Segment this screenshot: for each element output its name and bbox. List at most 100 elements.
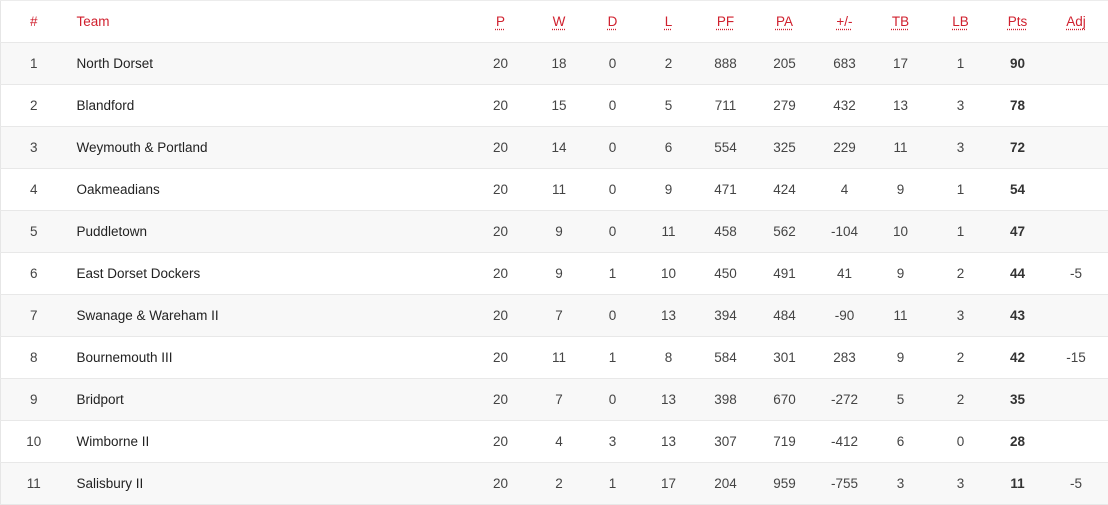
cell-lb: 3 [930, 463, 992, 505]
cell-w: 9 [531, 253, 588, 295]
cell-adj [1044, 169, 1108, 211]
cell-p: 20 [471, 43, 531, 85]
cell-pf: 398 [700, 379, 752, 421]
cell-p: 20 [471, 127, 531, 169]
cell-lb: 2 [930, 253, 992, 295]
cell-d: 3 [588, 421, 638, 463]
column-header-pa[interactable]: PA [752, 1, 818, 43]
column-header-label: P [496, 14, 505, 29]
cell-pa: 491 [752, 253, 818, 295]
cell-diff: -755 [818, 463, 872, 505]
cell-w: 9 [531, 211, 588, 253]
column-header-label: W [553, 14, 566, 29]
cell-team: East Dorset Dockers [67, 253, 471, 295]
cell-team: Wimborne II [67, 421, 471, 463]
cell-p: 20 [471, 337, 531, 379]
cell-l: 13 [638, 421, 700, 463]
cell-adj [1044, 295, 1108, 337]
column-header-label: +/- [836, 14, 852, 29]
column-header-tb[interactable]: TB [872, 1, 930, 43]
cell-pos: 10 [1, 421, 67, 463]
column-header-w[interactable]: W [531, 1, 588, 43]
cell-pa: 484 [752, 295, 818, 337]
cell-adj: -5 [1044, 463, 1108, 505]
cell-diff: 4 [818, 169, 872, 211]
cell-pa: 301 [752, 337, 818, 379]
cell-diff: -272 [818, 379, 872, 421]
cell-lb: 2 [930, 379, 992, 421]
cell-tb: 13 [872, 85, 930, 127]
cell-d: 0 [588, 295, 638, 337]
cell-p: 20 [471, 463, 531, 505]
cell-w: 2 [531, 463, 588, 505]
cell-adj [1044, 211, 1108, 253]
cell-pf: 554 [700, 127, 752, 169]
cell-adj [1044, 379, 1108, 421]
column-header-lb[interactable]: LB [930, 1, 992, 43]
cell-pts: 35 [992, 379, 1044, 421]
cell-diff: 432 [818, 85, 872, 127]
cell-d: 0 [588, 43, 638, 85]
cell-w: 4 [531, 421, 588, 463]
cell-pos: 5 [1, 211, 67, 253]
cell-tb: 17 [872, 43, 930, 85]
cell-tb: 6 [872, 421, 930, 463]
cell-team: Puddletown [67, 211, 471, 253]
column-header-pf[interactable]: PF [700, 1, 752, 43]
column-header-d[interactable]: D [588, 1, 638, 43]
cell-d: 0 [588, 85, 638, 127]
cell-pf: 394 [700, 295, 752, 337]
cell-p: 20 [471, 211, 531, 253]
cell-diff: -412 [818, 421, 872, 463]
column-header-adj[interactable]: Adj [1044, 1, 1108, 43]
cell-pa: 325 [752, 127, 818, 169]
cell-team: Bournemouth III [67, 337, 471, 379]
cell-l: 10 [638, 253, 700, 295]
column-header-label: L [665, 14, 673, 29]
cell-lb: 1 [930, 169, 992, 211]
cell-pos: 2 [1, 85, 67, 127]
column-header-label: D [608, 14, 618, 29]
cell-pa: 424 [752, 169, 818, 211]
cell-pos: 11 [1, 463, 67, 505]
column-header-l[interactable]: L [638, 1, 700, 43]
column-header-diff[interactable]: +/- [818, 1, 872, 43]
column-header-label: Adj [1066, 14, 1086, 29]
cell-l: 11 [638, 211, 700, 253]
column-header-team[interactable]: Team [67, 1, 471, 43]
column-header-pts[interactable]: Pts [992, 1, 1044, 43]
cell-pf: 450 [700, 253, 752, 295]
cell-pts: 42 [992, 337, 1044, 379]
cell-pa: 205 [752, 43, 818, 85]
cell-tb: 9 [872, 169, 930, 211]
cell-tb: 11 [872, 127, 930, 169]
column-header-pos[interactable]: # [1, 1, 67, 43]
cell-pts: 44 [992, 253, 1044, 295]
cell-w: 7 [531, 379, 588, 421]
column-header-label: TB [892, 14, 909, 29]
cell-pa: 719 [752, 421, 818, 463]
cell-l: 13 [638, 379, 700, 421]
column-header-p[interactable]: P [471, 1, 531, 43]
cell-d: 1 [588, 253, 638, 295]
cell-team: Oakmeadians [67, 169, 471, 211]
cell-d: 1 [588, 337, 638, 379]
cell-pa: 959 [752, 463, 818, 505]
cell-d: 1 [588, 463, 638, 505]
cell-adj [1044, 85, 1108, 127]
cell-l: 5 [638, 85, 700, 127]
cell-lb: 0 [930, 421, 992, 463]
cell-w: 15 [531, 85, 588, 127]
cell-p: 20 [471, 253, 531, 295]
cell-tb: 9 [872, 253, 930, 295]
cell-pa: 670 [752, 379, 818, 421]
cell-adj [1044, 43, 1108, 85]
cell-tb: 10 [872, 211, 930, 253]
cell-pos: 8 [1, 337, 67, 379]
cell-pts: 78 [992, 85, 1044, 127]
